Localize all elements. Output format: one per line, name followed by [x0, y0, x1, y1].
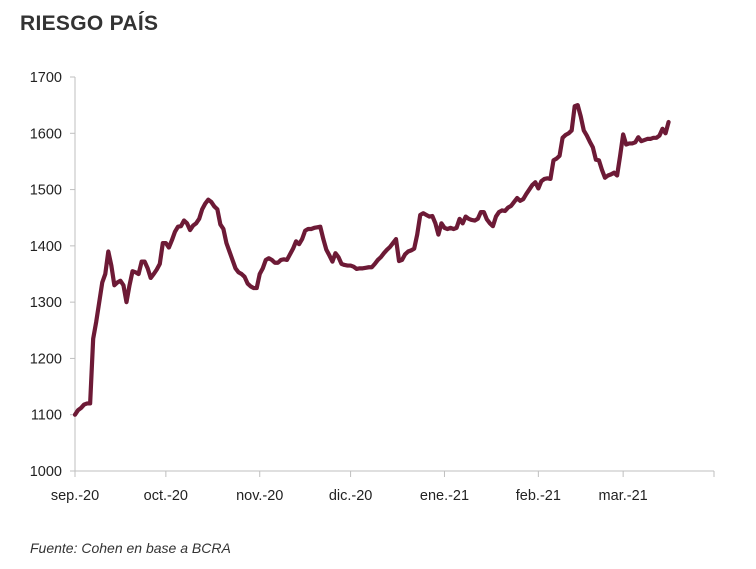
x-tick-label: dic.-20 [329, 488, 373, 504]
x-tick-label: sep.-20 [51, 488, 99, 504]
x-axis-tick-labels: sep.-20 oct.-20 nov.-20 dic.-20 ene.-21 feb.-… [51, 488, 648, 504]
source-note: Fuente: Cohen en base a BCRA [30, 540, 231, 556]
series-group [72, 103, 671, 417]
x-tick-label: feb.-21 [516, 488, 561, 504]
y-axis-tick-labels: 1000 1100 1200 1300 1400 1500 1600 1700 [30, 70, 62, 480]
x-tick-label: ene.-21 [420, 488, 469, 504]
y-tick-label: 1700 [30, 70, 62, 86]
x-tick-label: nov.-20 [236, 488, 283, 504]
y-tick-label: 1600 [30, 126, 62, 142]
y-tick-label: 1500 [30, 183, 62, 199]
chart-axes [70, 76, 715, 477]
x-tick-label: oct.-20 [144, 488, 188, 504]
y-tick-label: 1400 [30, 239, 62, 255]
y-tick-label: 1100 [31, 408, 62, 424]
y-tick-label: 1000 [30, 464, 62, 480]
y-tick-label: 1300 [30, 295, 62, 311]
series-line [72, 103, 671, 417]
chart-title: RIESGO PAÍS [20, 12, 159, 35]
x-tick-label: mar.-21 [599, 488, 648, 504]
y-tick-label: 1200 [30, 351, 62, 367]
